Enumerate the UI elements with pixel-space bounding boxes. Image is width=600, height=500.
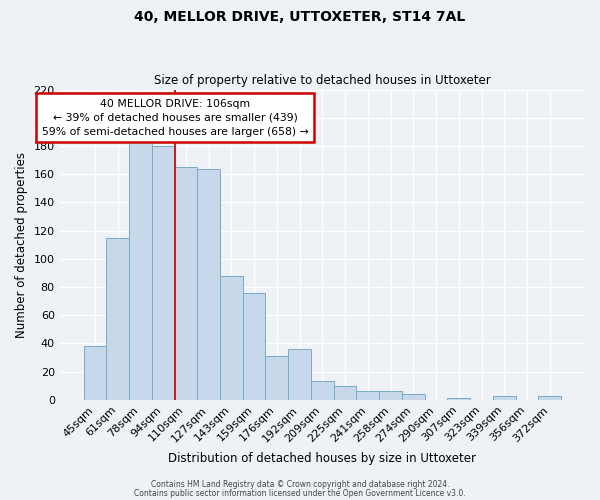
Text: 40 MELLOR DRIVE: 106sqm
← 39% of detached houses are smaller (439)
59% of semi-d: 40 MELLOR DRIVE: 106sqm ← 39% of detache… — [42, 99, 308, 137]
Bar — [448, 398, 470, 400]
Bar — [334, 386, 356, 400]
Text: 40, MELLOR DRIVE, UTTOXETER, ST14 7AL: 40, MELLOR DRIVE, UTTOXETER, ST14 7AL — [134, 10, 466, 24]
Y-axis label: Number of detached properties: Number of detached properties — [15, 152, 28, 338]
Bar — [402, 394, 425, 400]
Bar — [265, 356, 288, 400]
Bar — [379, 392, 402, 400]
Text: Contains HM Land Registry data © Crown copyright and database right 2024.: Contains HM Land Registry data © Crown c… — [151, 480, 449, 489]
X-axis label: Distribution of detached houses by size in Uttoxeter: Distribution of detached houses by size … — [169, 452, 476, 465]
Bar — [152, 146, 175, 400]
Text: Contains public sector information licensed under the Open Government Licence v3: Contains public sector information licen… — [134, 488, 466, 498]
Bar — [197, 168, 220, 400]
Bar — [311, 382, 334, 400]
Bar — [83, 346, 106, 400]
Bar — [356, 392, 379, 400]
Bar — [243, 292, 265, 400]
Bar — [106, 238, 129, 400]
Bar — [288, 349, 311, 400]
Title: Size of property relative to detached houses in Uttoxeter: Size of property relative to detached ho… — [154, 74, 491, 87]
Bar — [538, 396, 561, 400]
Bar — [220, 276, 243, 400]
Bar — [129, 140, 152, 400]
Bar — [493, 396, 515, 400]
Bar — [175, 167, 197, 400]
